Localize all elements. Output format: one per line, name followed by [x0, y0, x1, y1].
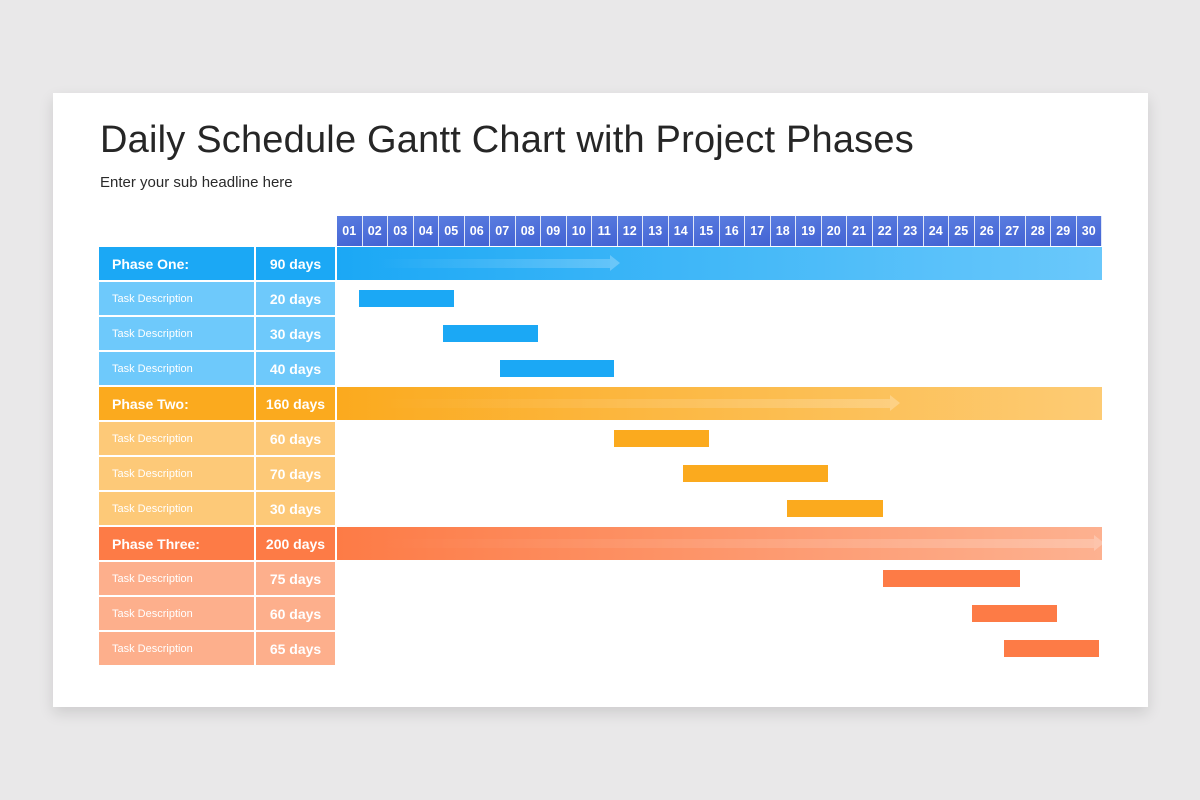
task-bar[interactable]: [442, 325, 539, 342]
task-duration: 75 days: [256, 562, 335, 595]
task-label: Task Description: [99, 282, 254, 315]
day-header-cell: 22: [872, 216, 898, 246]
day-header-cell: 20: [821, 216, 847, 246]
day-header-cell: 12: [617, 216, 643, 246]
slide-card: Daily Schedule Gantt Chart with Project …: [53, 93, 1148, 707]
day-header-cell: 13: [643, 216, 669, 246]
day-header-cell: 24: [923, 216, 949, 246]
day-header-cell: 29: [1051, 216, 1077, 246]
task-duration: 60 days: [256, 422, 335, 455]
phase-duration: 200 days: [256, 527, 335, 560]
phase-timeline-bar[interactable]: [337, 527, 1102, 560]
arrow-right-icon: [377, 535, 1102, 551]
task-duration: 30 days: [256, 492, 335, 525]
task-bar[interactable]: [613, 430, 710, 447]
day-header-cell: 15: [694, 216, 720, 246]
day-header-cell: 11: [592, 216, 618, 246]
task-label: Task Description: [99, 352, 254, 385]
task-bar[interactable]: [500, 360, 614, 377]
phase-duration: 160 days: [256, 387, 335, 420]
arrow-right-icon: [377, 255, 619, 271]
task-bar[interactable]: [358, 290, 455, 307]
task-bar[interactable]: [1003, 640, 1100, 657]
task-label: Task Description: [99, 422, 254, 455]
day-header-cell: 09: [541, 216, 567, 246]
day-header-cell: 08: [515, 216, 541, 246]
day-header-cell: 03: [388, 216, 414, 246]
task-duration: 65 days: [256, 632, 335, 665]
day-header-cell: 25: [949, 216, 975, 246]
task-duration: 70 days: [256, 457, 335, 490]
day-header-cell: 10: [566, 216, 592, 246]
task-bar[interactable]: [882, 570, 1021, 587]
page-subtitle: Enter your sub headline here: [100, 174, 293, 191]
task-label: Task Description: [99, 597, 254, 630]
day-header-cell: 16: [719, 216, 745, 246]
task-duration: 30 days: [256, 317, 335, 350]
day-header-cell: 06: [464, 216, 490, 246]
task-duration: 20 days: [256, 282, 335, 315]
day-header-cell: 21: [847, 216, 873, 246]
task-label: Task Description: [99, 492, 254, 525]
arrow-right-icon: [377, 395, 900, 411]
phase-duration: 90 days: [256, 247, 335, 280]
phase-label: Phase Two:: [99, 387, 254, 420]
day-header-cell: 27: [1000, 216, 1026, 246]
phase-label: Phase One:: [99, 247, 254, 280]
task-bar[interactable]: [971, 605, 1058, 622]
task-bar[interactable]: [787, 500, 883, 517]
task-label: Task Description: [99, 457, 254, 490]
task-bar[interactable]: [682, 465, 828, 482]
phase-timeline-bar[interactable]: [337, 387, 1102, 420]
day-header-cell: 18: [770, 216, 796, 246]
task-label: Task Description: [99, 317, 254, 350]
task-label: Task Description: [99, 632, 254, 665]
day-header-cell: 02: [362, 216, 388, 246]
day-header-cell: 19: [796, 216, 822, 246]
day-header-cell: 04: [413, 216, 439, 246]
day-header-cell: 23: [898, 216, 924, 246]
day-header-cell: 26: [974, 216, 1000, 246]
day-header-cell: 05: [439, 216, 465, 246]
day-header-cell: 28: [1025, 216, 1051, 246]
phase-label: Phase Three:: [99, 527, 254, 560]
day-header-cell: 01: [337, 216, 363, 246]
day-header-cell: 17: [745, 216, 771, 246]
phase-timeline-bar[interactable]: [337, 247, 1102, 280]
page-title: Daily Schedule Gantt Chart with Project …: [100, 119, 914, 161]
task-duration: 60 days: [256, 597, 335, 630]
day-header-cell: 14: [668, 216, 694, 246]
day-header-cell: 07: [490, 216, 516, 246]
task-duration: 40 days: [256, 352, 335, 385]
task-label: Task Description: [99, 562, 254, 595]
day-header-cell: 30: [1076, 216, 1102, 246]
